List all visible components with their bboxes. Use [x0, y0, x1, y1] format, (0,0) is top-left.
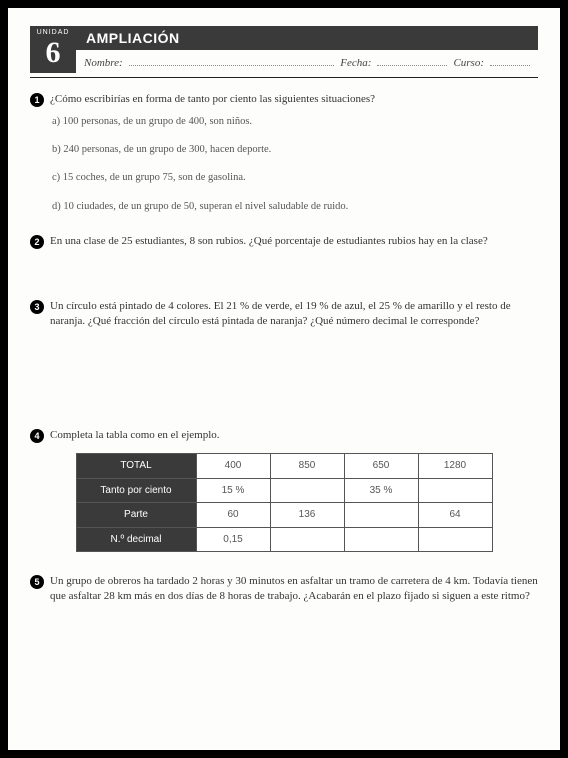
- question-3: 3 Un círculo está pintado de 4 colores. …: [30, 299, 538, 329]
- question-4: 4 Completa la tabla como en el ejemplo. …: [30, 428, 538, 552]
- cell: [270, 478, 344, 503]
- curso-label: Curso:: [453, 57, 484, 69]
- cell: 1280: [418, 454, 492, 479]
- row-header: Tanto por ciento: [76, 478, 196, 503]
- table-row: N.º decimal 0,15: [76, 527, 492, 552]
- cell: 60: [196, 503, 270, 528]
- cell: [418, 478, 492, 503]
- q3-badge: 3: [30, 300, 44, 314]
- cell: [270, 527, 344, 552]
- cell: 850: [270, 454, 344, 479]
- curso-field[interactable]: [490, 56, 530, 66]
- header: UNIDAD 6 AMPLIACIÓN Nombre: Fecha: Curso…: [30, 26, 538, 73]
- unit-label: UNIDAD: [37, 29, 70, 36]
- q2-text: En una clase de 25 estudiantes, 8 son ru…: [50, 234, 538, 249]
- row-header: Parte: [76, 503, 196, 528]
- q4-badge: 4: [30, 429, 44, 443]
- question-5: 5 Un grupo de obreros ha tardado 2 horas…: [30, 574, 538, 604]
- fields-row: Nombre: Fecha: Curso:: [76, 50, 538, 73]
- question-2: 2 En una clase de 25 estudiantes, 8 son …: [30, 234, 538, 249]
- row-header: TOTAL: [76, 454, 196, 479]
- cell: [344, 527, 418, 552]
- cell: 35 %: [344, 478, 418, 503]
- q5-text: Un grupo de obreros ha tardado 2 horas y…: [50, 574, 538, 604]
- table-row: Tanto por ciento 15 % 35 %: [76, 478, 492, 503]
- table-row: Parte 60 136 64: [76, 503, 492, 528]
- header-rule: [30, 77, 538, 78]
- unit-badge: UNIDAD 6: [30, 26, 76, 73]
- header-right: AMPLIACIÓN Nombre: Fecha: Curso:: [76, 26, 538, 73]
- q1-c: c) 15 coches, de un grupo 75, son de gas…: [52, 171, 538, 185]
- fecha-label: Fecha:: [340, 57, 371, 69]
- nombre-label: Nombre:: [84, 57, 123, 69]
- q4-text: Completa la tabla como en el ejemplo.: [50, 428, 538, 443]
- cell: [418, 527, 492, 552]
- q1-badge: 1: [30, 93, 44, 107]
- table-row: TOTAL 400 850 650 1280: [76, 454, 492, 479]
- row-header: N.º decimal: [76, 527, 196, 552]
- question-1: 1 ¿Cómo escribirías en forma de tanto po…: [30, 92, 538, 214]
- page-title: AMPLIACIÓN: [76, 26, 538, 50]
- cell: 0,15: [196, 527, 270, 552]
- fecha-field[interactable]: [377, 56, 447, 66]
- q4-table: TOTAL 400 850 650 1280 Tanto por ciento …: [76, 453, 493, 552]
- q1-text: ¿Cómo escribirías en forma de tanto por …: [50, 92, 538, 107]
- cell: 400: [196, 454, 270, 479]
- cell: 650: [344, 454, 418, 479]
- nombre-field[interactable]: [129, 56, 335, 66]
- cell: [344, 503, 418, 528]
- cell: 64: [418, 503, 492, 528]
- cell: 136: [270, 503, 344, 528]
- q5-badge: 5: [30, 575, 44, 589]
- q1-d: d) 10 ciudades, de un grupo de 50, super…: [52, 200, 538, 214]
- cell: 15 %: [196, 478, 270, 503]
- q1-b: b) 240 personas, de un grupo de 300, hac…: [52, 143, 538, 157]
- worksheet-page: UNIDAD 6 AMPLIACIÓN Nombre: Fecha: Curso…: [8, 8, 560, 750]
- q1-a: a) 100 personas, de un grupo de 400, son…: [52, 115, 538, 129]
- q3-text: Un círculo está pintado de 4 colores. El…: [50, 299, 538, 329]
- q2-badge: 2: [30, 235, 44, 249]
- unit-number: 6: [46, 38, 61, 68]
